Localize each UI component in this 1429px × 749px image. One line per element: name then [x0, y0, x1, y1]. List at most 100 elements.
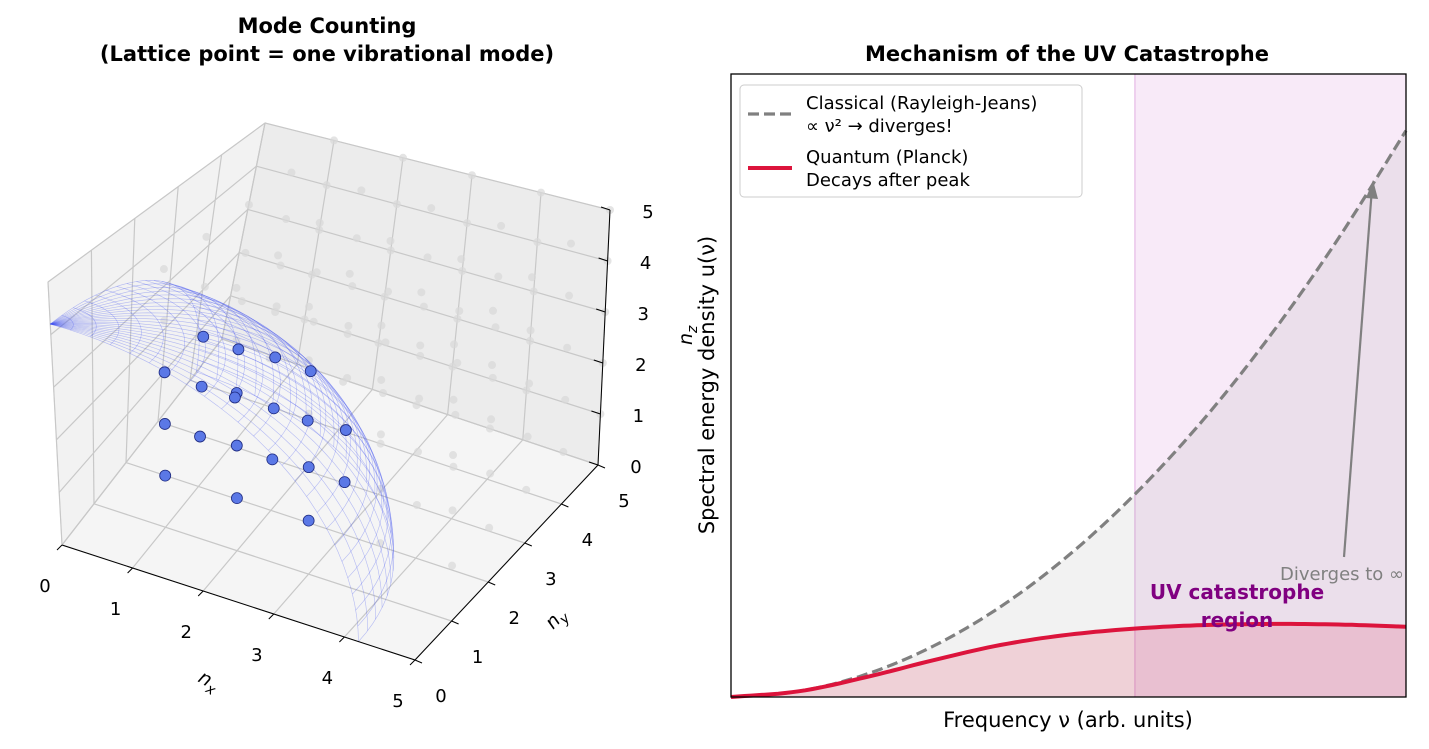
uv-catastrophe-label-line2: region	[1201, 608, 1274, 632]
grid-line	[230, 295, 601, 415]
mode-counting-3d-chart: Mode Counting (Lattice point = one vibra…	[39, 14, 701, 712]
x-tick-label: 5	[392, 691, 403, 712]
outside-lattice-point	[159, 265, 168, 274]
diverges-annotation: Diverges to ∞	[1280, 564, 1404, 585]
sphere-longitude-line	[50, 315, 358, 471]
outside-lattice-point	[384, 287, 392, 296]
inside-lattice-point	[158, 418, 171, 430]
sphere-longitude-line	[50, 302, 307, 425]
outside-lattice-point	[412, 401, 421, 410]
z-tick-label: 0	[630, 457, 641, 478]
sphere-latitude-line	[197, 319, 378, 562]
y-tick-label: 4	[582, 530, 593, 551]
inside-lattice-point	[266, 453, 279, 466]
outside-lattice-point	[559, 447, 568, 456]
x-tick-label: 0	[39, 576, 50, 597]
outside-lattice-point	[537, 188, 545, 197]
outside-lattice-point	[237, 297, 246, 306]
inside-lattice-point	[195, 380, 208, 393]
sphere-longitude-line	[50, 323, 395, 559]
uv-catastrophe-label-line1: UV catastrophe	[1150, 580, 1324, 604]
legend-box	[739, 84, 1083, 198]
sphere-latitude-line	[153, 280, 264, 423]
quantum-area-fill	[731, 623, 1406, 697]
classical-area-fill	[731, 130, 1406, 698]
z-tick-label: 1	[633, 406, 644, 427]
outside-lattice-point	[392, 200, 401, 209]
outside-lattice-point	[561, 395, 570, 404]
inside-lattice-point	[158, 366, 171, 379]
outside-lattice-point	[468, 171, 476, 180]
outside-lattice-point	[491, 323, 500, 332]
inside-lattice-point	[159, 469, 172, 482]
sphere-latitude-line	[185, 293, 340, 497]
sphere-latitude-line	[136, 281, 226, 397]
x-axis-label: nx	[193, 666, 224, 699]
sphere-latitude-line	[126, 283, 206, 385]
uv-catastrophe-chart: Mechanism of the UV Catastrophe Diverges…	[695, 42, 1408, 732]
grid-line	[273, 414, 449, 615]
outside-lattice-point	[244, 200, 253, 209]
diverges-arrowhead	[1366, 180, 1378, 199]
sphere-longitude-line	[50, 312, 347, 459]
sphere-longitude-line	[50, 323, 368, 631]
sphere-longitude-line	[50, 323, 394, 571]
sphere-longitude-line	[50, 323, 392, 584]
outside-lattice-point	[312, 268, 321, 277]
outside-lattice-point	[463, 219, 472, 228]
sphere-latitude-line	[95, 294, 142, 354]
legend-classical-line2: ∝ ν² → diverges!	[806, 116, 953, 137]
outside-lattice-point	[448, 506, 457, 515]
grid-line	[522, 192, 542, 440]
outside-lattice-point	[455, 307, 464, 315]
z-tick-label: 5	[642, 202, 653, 223]
outside-lattice-point	[458, 266, 467, 275]
grid-line	[50, 165, 257, 336]
outside-lattice-point	[488, 373, 497, 382]
uv-region-shading	[1136, 74, 1406, 697]
sphere-longitude-line	[50, 298, 291, 415]
inside-lattice-point	[267, 402, 280, 415]
outside-lattice-point	[450, 340, 458, 349]
outside-lattice-point	[414, 447, 422, 456]
grid-line	[296, 140, 335, 365]
grid-line	[447, 175, 473, 415]
sphere-longitude-line	[50, 323, 388, 596]
sphere-longitude-line	[50, 286, 239, 388]
outside-lattice-point	[381, 338, 390, 347]
grid-line	[61, 338, 223, 546]
x-tick-label: 1	[110, 599, 121, 620]
z-tick-label: 4	[640, 253, 651, 274]
sphere-longitude-line	[50, 279, 200, 373]
outside-lattice-point	[533, 238, 542, 247]
outside-lattice-point	[528, 273, 536, 282]
y-axis-tick	[597, 464, 606, 469]
outside-lattice-point	[423, 253, 432, 262]
outside-lattice-point	[449, 462, 458, 471]
x-axis-tick	[339, 636, 345, 643]
z-axis-tick	[598, 257, 608, 262]
sphere-latitude-line	[168, 282, 297, 451]
outside-lattice-point	[497, 221, 506, 230]
outside-lattice-point	[565, 291, 574, 300]
sphere-latitude-line	[193, 304, 362, 529]
outside-lattice-point	[448, 561, 457, 570]
sphere-octant-surface	[50, 279, 395, 642]
inside-lattice-point	[338, 476, 351, 489]
z-tick-label: 2	[635, 355, 646, 376]
x-axis-line	[61, 544, 416, 661]
grid-line	[221, 338, 599, 466]
legend-classical-line1: Classical (Rayleigh-Jeans)	[806, 93, 1037, 114]
sphere-latitude-line	[145, 280, 245, 410]
sphere-longitude-line	[50, 323, 391, 533]
sphere-longitude-line	[50, 323, 359, 642]
y-tick-label: 1	[472, 647, 483, 668]
outside-lattice-point	[232, 283, 241, 292]
y-axis-tick	[488, 581, 496, 586]
inside-lattice-point	[302, 514, 315, 527]
outside-lattice-point	[304, 356, 313, 365]
outside-lattice-point	[523, 432, 532, 441]
outside-lattice-point	[525, 379, 534, 388]
z-axis-tick	[600, 206, 611, 211]
